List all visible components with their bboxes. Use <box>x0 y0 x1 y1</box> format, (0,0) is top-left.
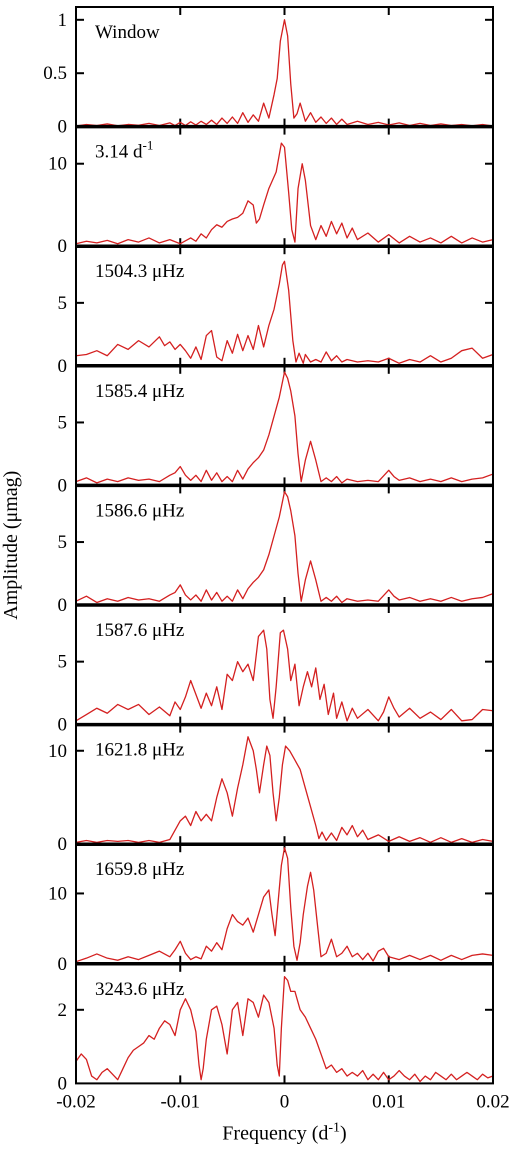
panel-label: 1587.6 μHz <box>95 620 184 641</box>
panel-label: 1621.8 μHz <box>95 740 184 761</box>
y-tick-label: 0 <box>58 595 68 616</box>
y-tick-label: 0 <box>58 236 68 257</box>
series-line <box>75 491 494 604</box>
x-tick-label: 0 <box>280 1091 290 1112</box>
y-tick-label: 10 <box>48 883 67 904</box>
panel-7: 0 10 1621.8 μHz <box>48 722 494 855</box>
panel-label: 1504.3 μHz <box>95 261 184 282</box>
y-tick-label: 1 <box>58 10 68 31</box>
panel-9: 0 2 3243.6 μHz <box>58 962 494 1094</box>
series-line <box>75 847 494 963</box>
panel-label: 1586.6 μHz <box>95 500 184 521</box>
x-tick-label: 0.02 <box>476 1091 509 1112</box>
y-axis-title: Amplitude (μmag) <box>0 471 22 620</box>
y-tick-label: 10 <box>48 154 67 175</box>
series-line <box>75 629 494 722</box>
panel-8: 0 10 1659.8 μHz <box>48 842 494 975</box>
series-line <box>75 371 494 484</box>
y-tick-label: 0 <box>58 117 68 138</box>
panel-1: 0 0.5 1 Window <box>43 6 494 138</box>
y-tick-label: 0 <box>58 954 68 975</box>
panel-4: 0 5 1585.4 μHz <box>58 364 494 496</box>
y-tick-label: 0 <box>58 715 68 736</box>
panel-label: 1585.4 μHz <box>95 381 184 402</box>
panel-label: 3243.6 μHz <box>95 979 184 1000</box>
panel-3: 0 5 1504.3 μHz <box>58 244 494 377</box>
y-tick-label: 5 <box>58 293 68 314</box>
panel-label: 1659.8 μHz <box>95 859 184 880</box>
y-tick-label: 2 <box>58 1000 68 1021</box>
y-tick-label: 0.5 <box>43 63 67 84</box>
series-line <box>75 142 494 245</box>
x-tick-label: -0.01 <box>160 1091 200 1112</box>
y-tick-label: 5 <box>58 652 68 673</box>
y-tick-label: 0 <box>58 475 68 496</box>
panel-6: 0 5 1587.6 μHz <box>58 603 494 736</box>
y-tick-label: 5 <box>58 412 68 433</box>
y-tick-label: 0 <box>58 834 68 855</box>
y-tick-label: 0 <box>58 1073 68 1094</box>
panel-5: 0 5 1586.6 μHz <box>58 483 494 616</box>
series-line <box>75 976 494 1083</box>
y-tick-label: 5 <box>58 532 68 553</box>
series-line <box>75 260 494 364</box>
panel-2: 0 10 3.14 d-1 <box>48 124 494 257</box>
panel-label: 3.14 d-1 <box>95 138 153 163</box>
y-tick-label: 10 <box>48 741 67 762</box>
x-axis-title: Frequency (d-1) <box>222 1120 346 1144</box>
x-tick-label: 0.01 <box>372 1091 405 1112</box>
x-tick-label: -0.02 <box>56 1091 96 1112</box>
panel-label: Window <box>95 22 160 43</box>
series-line <box>75 736 494 843</box>
y-tick-label: 0 <box>58 356 68 377</box>
